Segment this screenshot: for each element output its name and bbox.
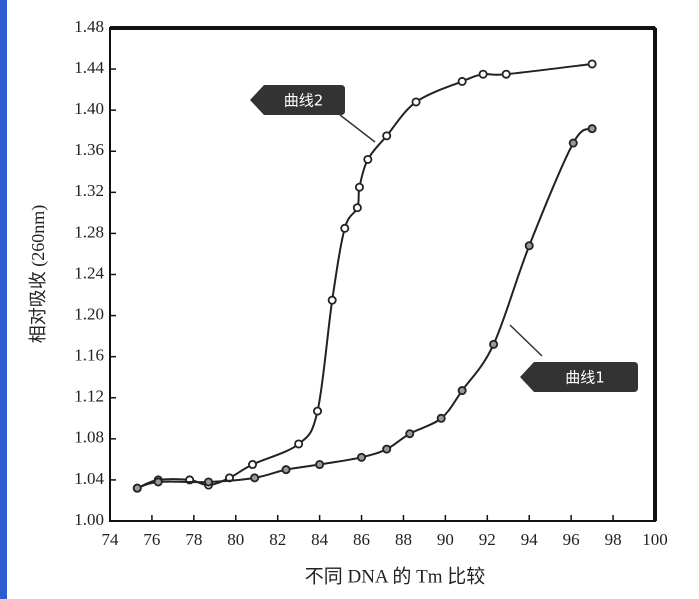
data-point [382,131,392,141]
data-point [457,76,467,86]
y-tick-label: 1.40 [74,99,104,118]
callout-tag [250,85,345,115]
x-tick-label: 80 [227,530,244,549]
x-tick-label: 100 [642,530,668,549]
y-tick-label: 1.12 [74,387,104,406]
x-tick-label: 86 [353,530,370,549]
x-tick-label: 76 [143,530,160,549]
data-point [501,69,511,79]
x-tick-label: 98 [605,530,622,549]
y-tick-label: 1.20 [74,304,104,323]
callout-line [339,114,376,143]
y-tick-label: 1.04 [74,469,104,488]
x-tick-label: 84 [311,530,329,549]
data-point [294,439,304,449]
data-point [382,444,392,454]
data-point [363,154,373,164]
x-tick-label: 90 [437,530,454,549]
data-point [327,295,337,305]
data-point [357,452,367,462]
x-tick-label: 92 [479,530,496,549]
data-point [313,406,323,416]
data-point [340,223,350,233]
y-tick-label: 1.08 [74,428,104,447]
x-axis-label: 不同 DNA 的 Tm 比较 [305,565,486,587]
series-line [136,62,593,490]
data-point [354,182,364,192]
y-tick-label: 1.16 [74,346,104,365]
y-tick-label: 1.24 [74,263,104,282]
data-point [248,460,258,470]
y-tick-label: 1.00 [74,510,104,529]
data-point [457,386,467,396]
data-point [204,477,214,487]
x-tick-label: 78 [185,530,202,549]
series-name: 曲线1 [565,369,605,387]
data-point [352,203,362,213]
y-tick-label: 1.36 [74,140,104,159]
plot-frame [109,27,656,522]
data-point [587,124,597,134]
data-point [478,69,488,79]
data-point [405,429,415,439]
series-name: 曲线2 [284,92,324,110]
data-point [587,59,597,69]
x-tick-label: 88 [395,530,412,549]
x-tick-label: 94 [521,530,539,549]
x-tick-label: 74 [102,530,120,549]
data-point [132,483,142,493]
callout-tag [520,362,638,392]
y-tick-label: 1.28 [74,222,104,241]
data-point [315,460,325,470]
data-point [281,465,291,475]
y-tick-label: 1.48 [74,17,104,36]
x-tick-label: 96 [563,530,580,549]
callout-line [509,324,543,357]
data-point [411,97,421,107]
data-point [436,413,446,423]
data-point [568,138,578,148]
data-point [489,339,499,349]
edge-stripe [0,0,7,599]
y-tick-label: 1.32 [74,181,104,200]
data-point [524,241,534,251]
data-point [250,473,260,483]
data-point [153,477,163,487]
y-tick-label: 1.44 [74,58,104,77]
x-tick-label: 82 [269,530,286,549]
series-line [136,127,593,490]
y-axis-label: 相对吸收 (260nm) [28,205,49,344]
